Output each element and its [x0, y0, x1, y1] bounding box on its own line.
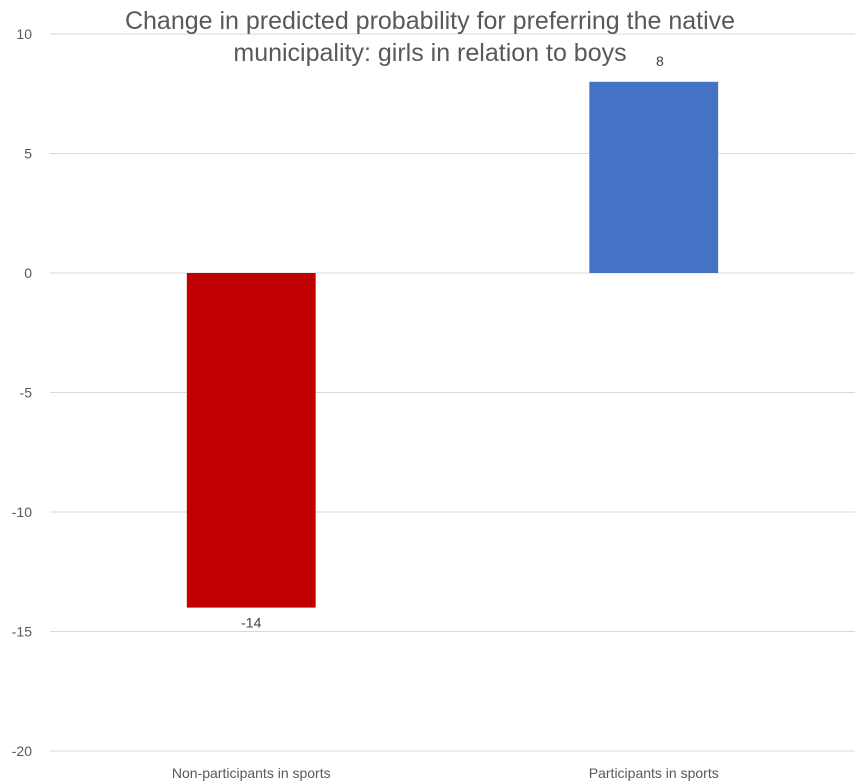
- y-tick-label: -10: [12, 504, 32, 520]
- bar: [589, 81, 719, 273]
- y-tick-label: -20: [12, 743, 32, 759]
- data-label: 8: [656, 53, 664, 69]
- bar: [186, 273, 316, 608]
- y-tick-label: -15: [12, 624, 32, 640]
- chart-title-line-2: municipality: girls in relation to boys: [233, 39, 627, 67]
- y-tick-label: -5: [20, 385, 33, 401]
- y-tick-label: 0: [24, 265, 32, 281]
- y-tick-label: 10: [16, 26, 32, 42]
- data-label: -14: [241, 615, 261, 631]
- y-tick-label: 5: [24, 146, 32, 162]
- chart-title-line-1: Change in predicted probability for pref…: [124, 7, 736, 35]
- x-tick-label: Participants in sports: [589, 765, 719, 781]
- x-tick-label: Non-participants in sports: [172, 765, 331, 781]
